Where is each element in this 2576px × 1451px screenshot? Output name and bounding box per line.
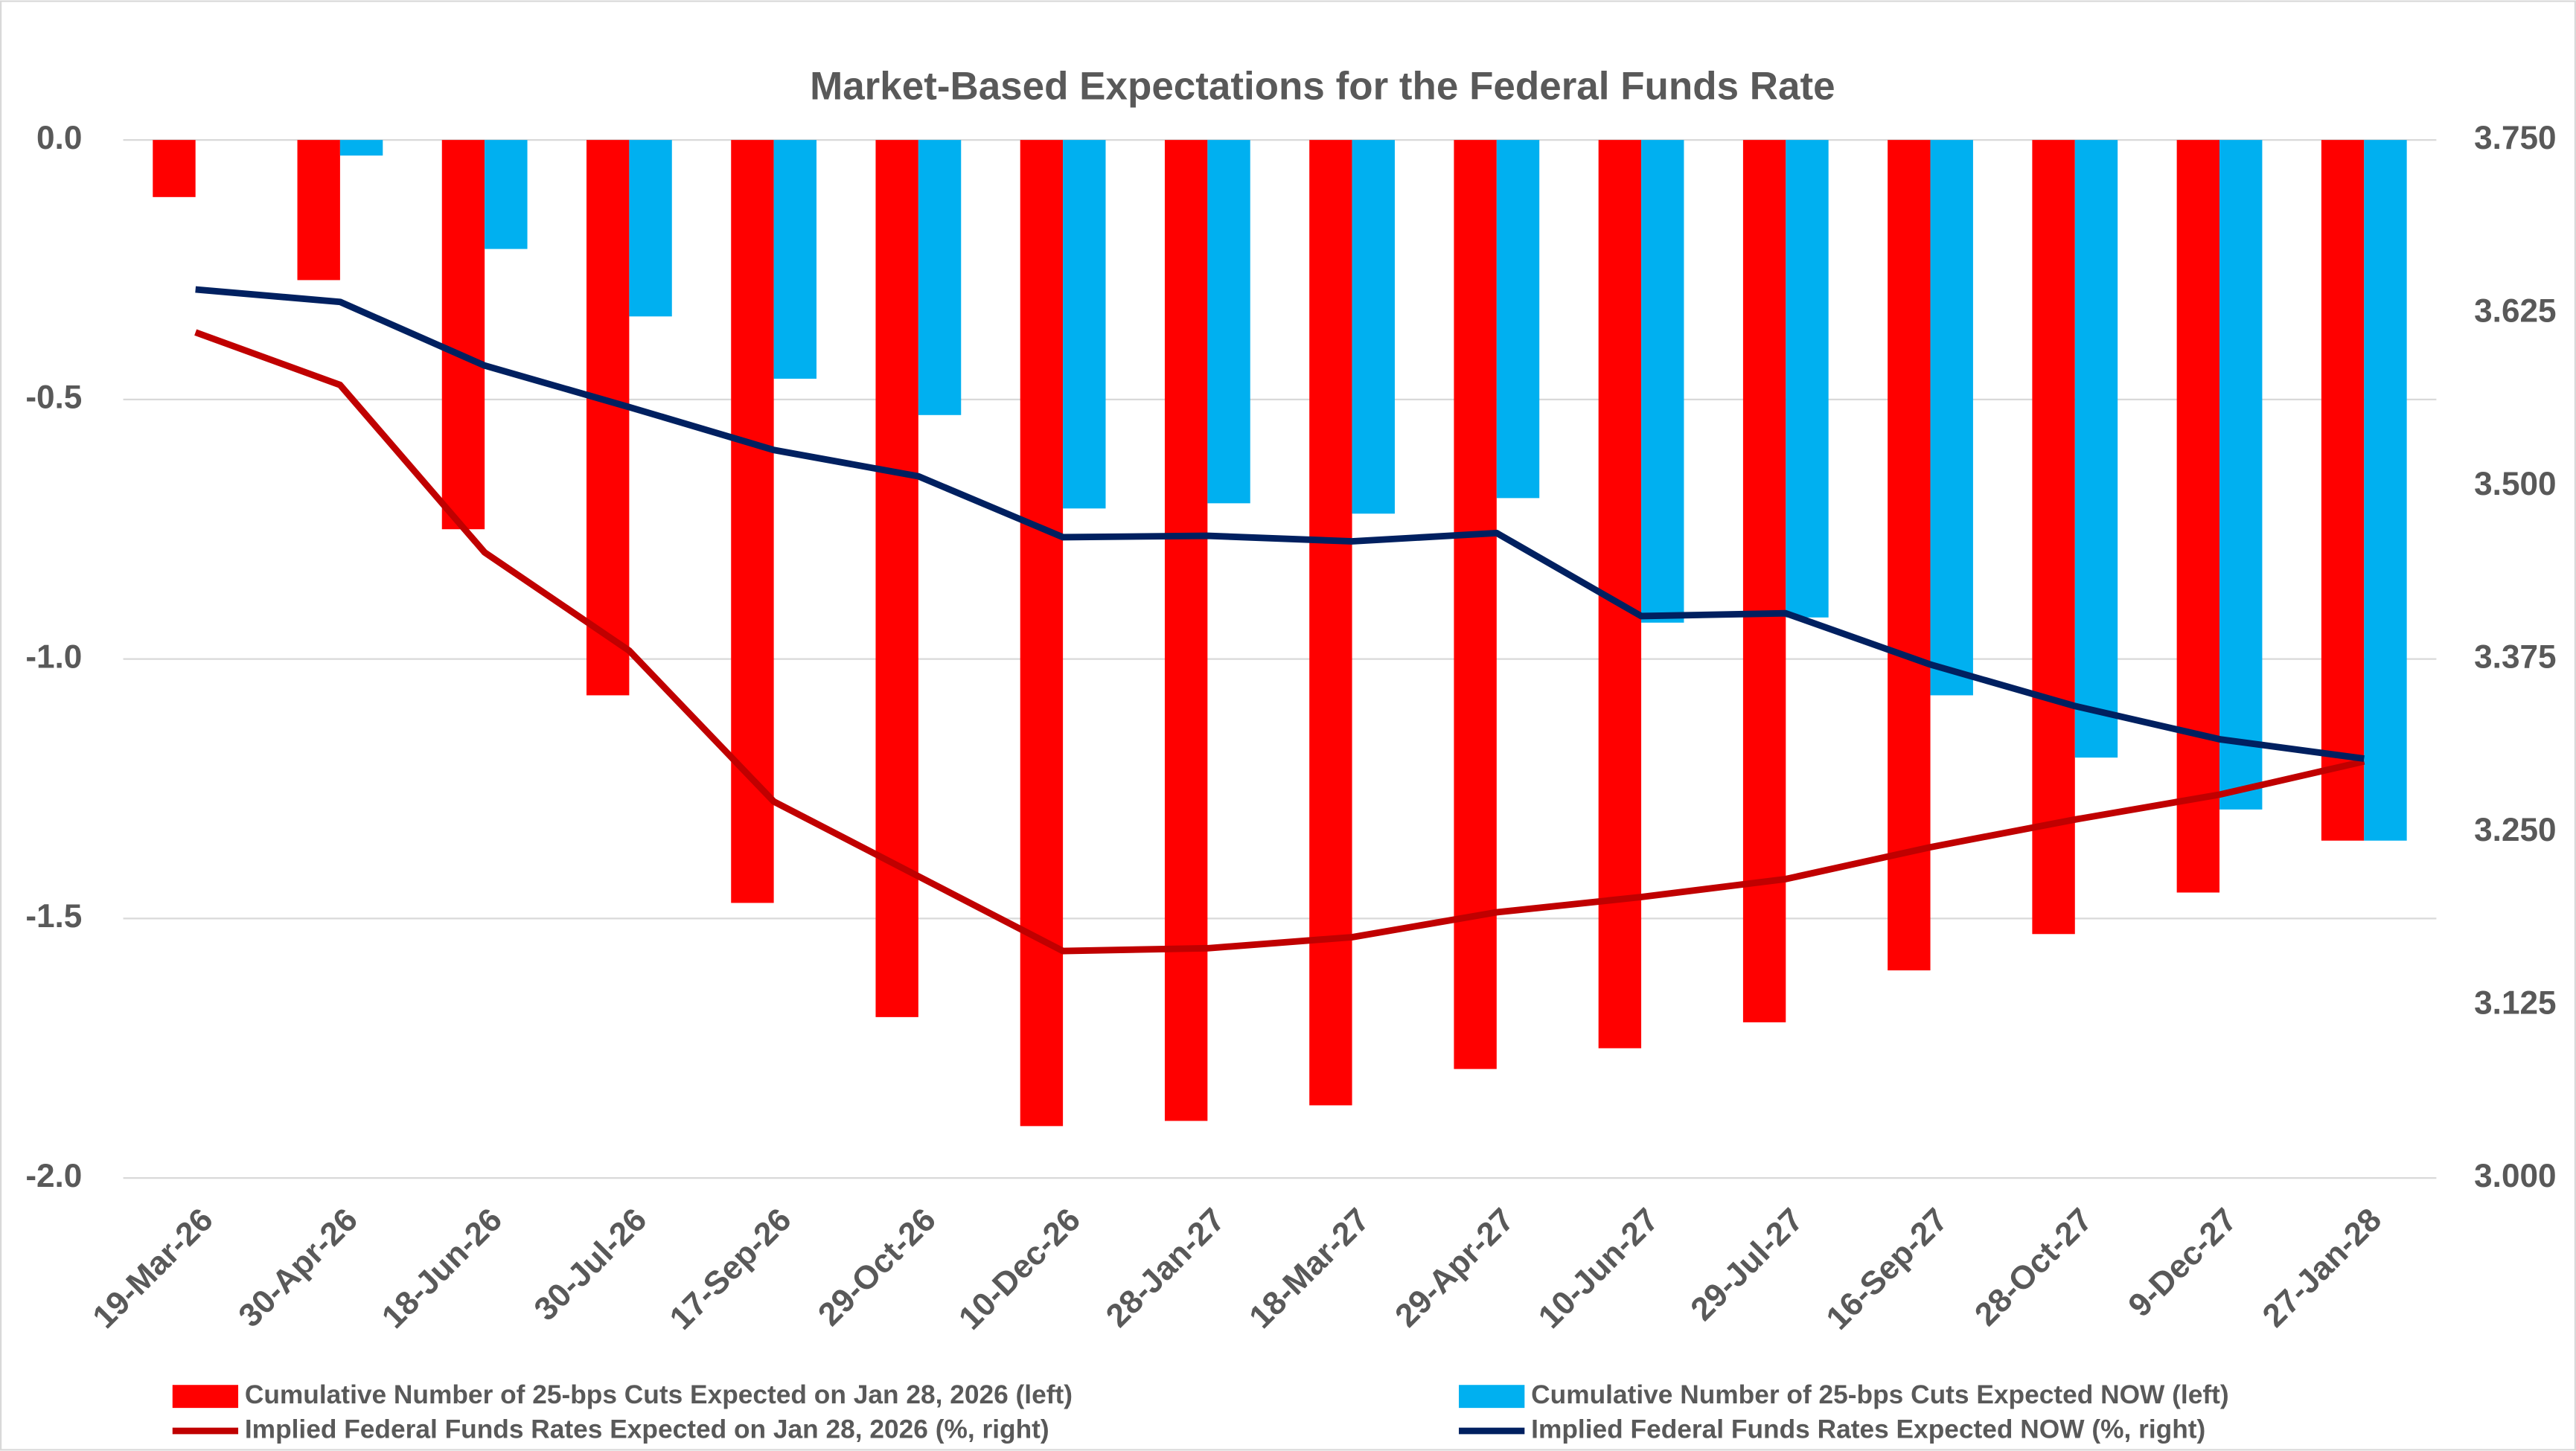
- bar: [1207, 140, 1250, 504]
- bar: [629, 140, 672, 317]
- y-tick-label: -1.5: [25, 898, 82, 935]
- legend-label: Cumulative Number of 25-bps Cuts Expecte…: [245, 1380, 1073, 1409]
- bar: [297, 140, 340, 281]
- bar: [1352, 140, 1395, 514]
- bar: [773, 140, 817, 379]
- line: [195, 286, 2365, 762]
- bar: [1454, 140, 1497, 1069]
- y2-tick-label: 3.500: [2474, 466, 2556, 502]
- bar: [586, 140, 630, 696]
- bar: [1786, 140, 1829, 618]
- bar: [2321, 140, 2365, 841]
- y2-tick-label: 3.750: [2474, 120, 2556, 156]
- bar: [731, 140, 774, 903]
- y2-tick-label: 3.250: [2474, 812, 2556, 848]
- bar: [2176, 140, 2220, 893]
- bar: [339, 140, 383, 156]
- chart-title: Market-Based Expectations for the Federa…: [810, 65, 1835, 109]
- legend-label: Implied Federal Funds Rates Expected on …: [245, 1415, 1049, 1444]
- y2-tick-label: 3.125: [2474, 984, 2556, 1021]
- bar: [918, 140, 962, 415]
- legend-label: Cumulative Number of 25-bps Cuts Expecte…: [1531, 1380, 2228, 1409]
- bar: [1888, 140, 1931, 971]
- bar: [2032, 140, 2075, 935]
- bar: [1641, 140, 1684, 623]
- bar: [1742, 140, 1786, 1022]
- bar: [2074, 140, 2118, 758]
- bar: [153, 140, 196, 197]
- bar: [1164, 140, 1208, 1121]
- y2-tick-label: 3.000: [2474, 1158, 2556, 1194]
- bar: [875, 140, 918, 1017]
- legend-label: Implied Federal Funds Rates Expected NOW…: [1531, 1415, 2205, 1444]
- bar: [2219, 140, 2263, 810]
- legend-swatch: [1459, 1385, 1525, 1409]
- bar: [1020, 140, 1064, 1127]
- bar: [485, 140, 528, 249]
- bar: [1496, 140, 1540, 499]
- y-tick-label: -1.0: [25, 638, 82, 675]
- y-tick-label: 0.0: [36, 120, 82, 156]
- y-tick-label: -2.0: [25, 1158, 82, 1194]
- y-tick-label: -0.5: [25, 379, 82, 416]
- y2-tick-label: 3.625: [2474, 292, 2556, 329]
- bar: [1309, 140, 1352, 1106]
- bar: [1063, 140, 1106, 509]
- legend-swatch: [172, 1385, 239, 1409]
- bar: [1930, 140, 1973, 696]
- line: [194, 329, 2365, 955]
- bar: [2364, 140, 2407, 841]
- y2-tick-label: 3.375: [2474, 638, 2556, 675]
- bar: [441, 140, 485, 530]
